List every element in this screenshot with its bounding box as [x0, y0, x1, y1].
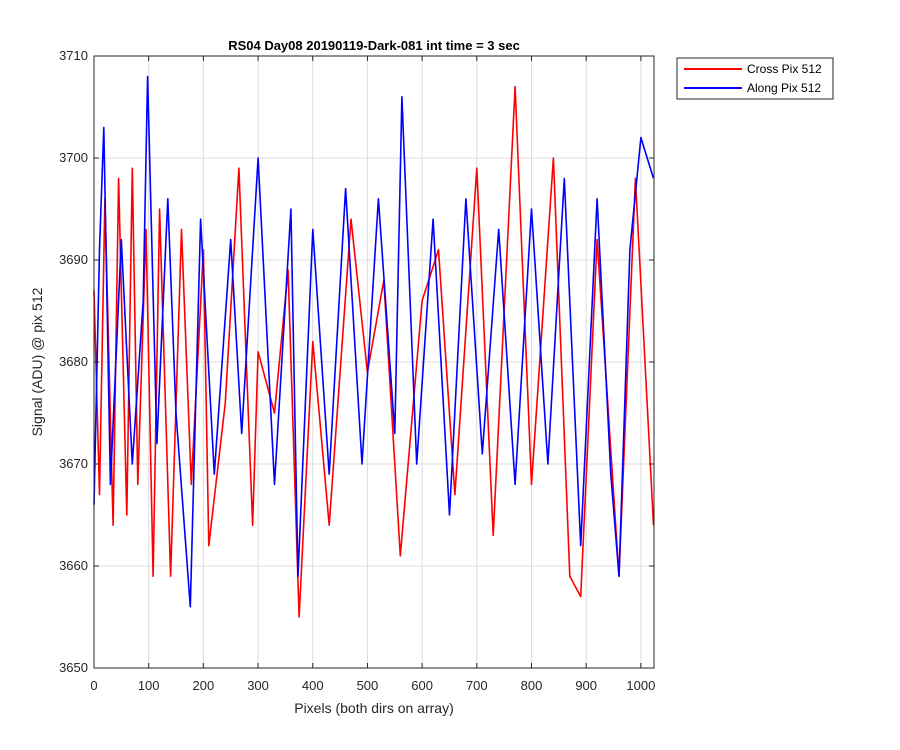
y-tick-label: 3710	[59, 48, 88, 63]
x-tick-label: 700	[466, 678, 488, 693]
legend-box	[676, 57, 834, 100]
series-line-cross-pix-512	[93, 85, 655, 618]
x-axis-label: Pixels (both dirs on array)	[294, 700, 454, 716]
x-tick-label: 0	[90, 678, 97, 693]
chart-title: RS04 Day08 20190119-Dark-081 int time = …	[228, 38, 520, 53]
x-tick-label: 500	[357, 678, 379, 693]
x-tick-label: 800	[521, 678, 543, 693]
x-tick-label: 400	[302, 678, 324, 693]
series-layer	[93, 75, 655, 618]
x-tick-label: 900	[575, 678, 597, 693]
y-tick-label: 3650	[59, 660, 88, 675]
x-tick-label: 300	[247, 678, 269, 693]
legend: Cross Pix 512 Along Pix 512	[676, 57, 834, 100]
x-axis: 0 100 200 300 400 500 600 700 800 900 1000	[90, 56, 655, 693]
y-tick-label: 3690	[59, 252, 88, 267]
y-tick-label: 3670	[59, 456, 88, 471]
y-axis: 3650 3660 3670 3680 3690 3700 3710	[59, 48, 654, 675]
legend-label-along: Along Pix 512	[747, 81, 821, 95]
x-tick-label: 200	[193, 678, 215, 693]
x-tick-label: 100	[138, 678, 160, 693]
legend-label-cross: Cross Pix 512	[747, 62, 822, 76]
y-tick-label: 3680	[59, 354, 88, 369]
series-line-along-pix-512	[93, 75, 655, 608]
y-axis-label: Signal (ADU) @ pix 512	[29, 287, 45, 436]
x-tick-label: 1000	[626, 678, 655, 693]
y-tick-label: 3700	[59, 150, 88, 165]
y-tick-label: 3660	[59, 558, 88, 573]
x-tick-label: 600	[411, 678, 433, 693]
